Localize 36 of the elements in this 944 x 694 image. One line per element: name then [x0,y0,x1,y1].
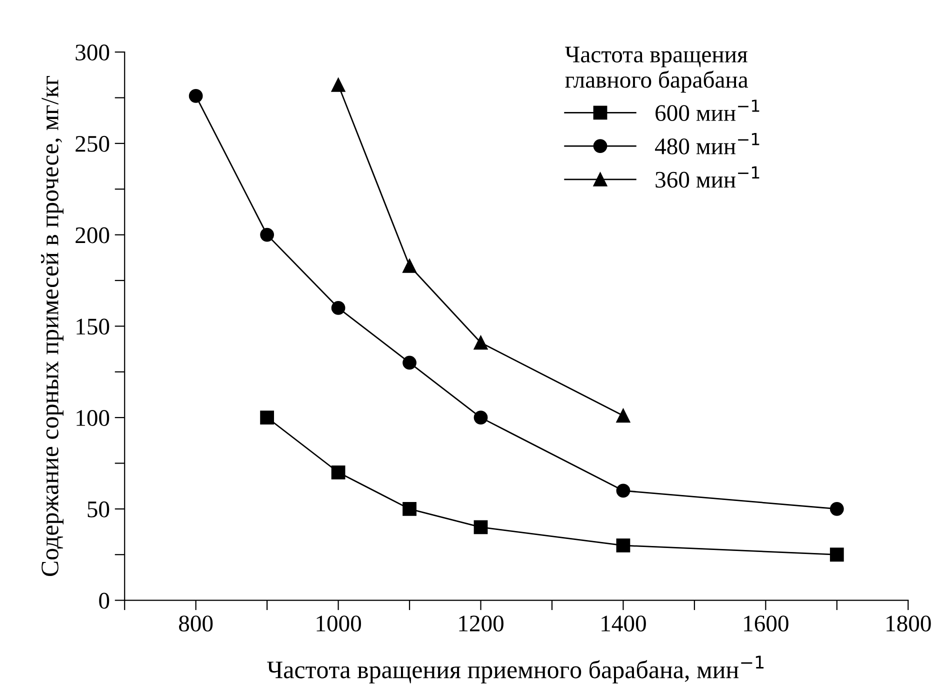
point [402,258,416,273]
x-tick-label: 1400 [602,616,646,632]
point [331,78,346,92]
x-tick-label: 1600 [744,616,788,632]
point [474,336,488,350]
legend-label: 360 мин$^{−1}$ [656,166,760,188]
legend-label: 600 мин$^{−1}$ [656,100,760,122]
legend-title: Частота вращения главного барабана [565,46,748,93]
point [616,408,630,423]
y-tick-label: 100 [76,410,110,426]
y-axis-title: Содержание сорных примесей в прочесе, мг/кг [41,76,64,576]
point [188,88,203,103]
point [331,300,346,315]
point [830,502,844,516]
x-tick-label: 1200 [459,616,504,632]
point [331,465,346,480]
point [402,356,416,370]
x-axis-title: Частота вращения приемного барабана, мин$^{−1}$ [267,656,764,684]
point [616,538,630,552]
point [260,228,274,242]
y-tick-label: 50 [88,501,110,518]
x-tick-label: 1000 [316,616,362,632]
y-tick-label: 0 [99,592,110,609]
x-tick-label: 1800 [886,616,931,632]
point [260,410,274,424]
point [474,410,488,424]
x-tick-label: 800 [179,616,213,632]
y-tick-label: 200 [76,227,110,244]
legend-label: 480 мин$^{−1}$ [655,133,760,154]
y-tick-label: 150 [76,318,110,335]
y-tick-label: 250 [76,136,110,152]
point [474,520,488,534]
point [830,548,844,562]
point [402,502,416,516]
point [616,484,630,498]
y-tick-label: 300 [76,44,110,60]
